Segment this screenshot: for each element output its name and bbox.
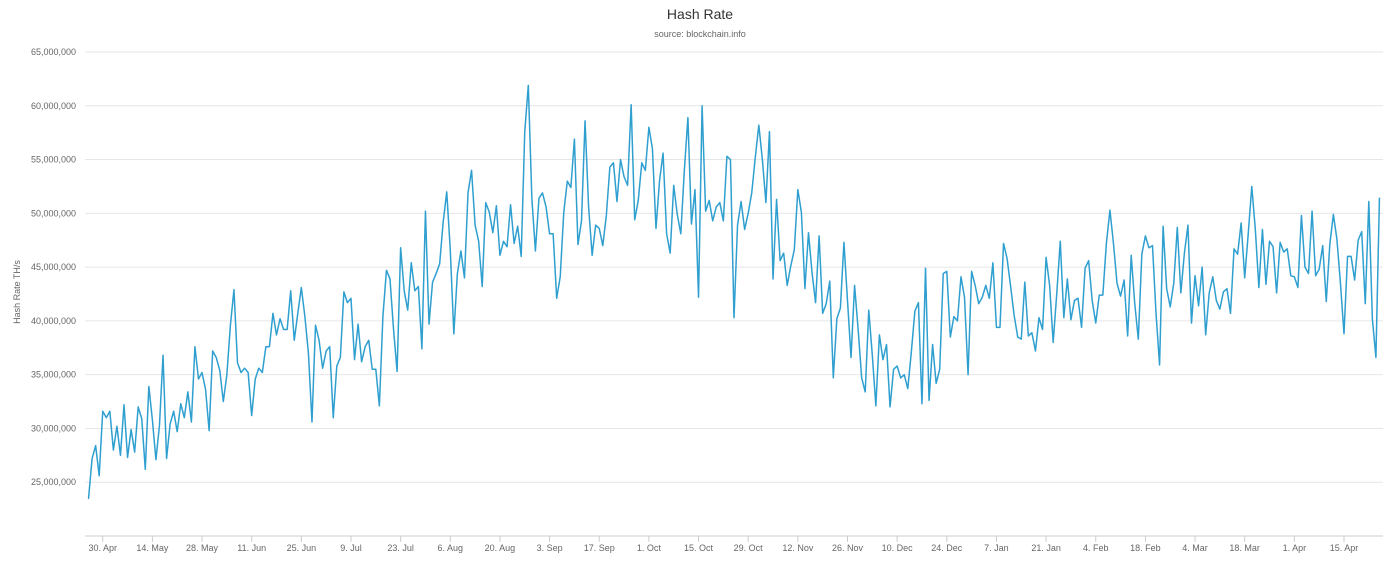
x-tick-label: 3. Sep	[537, 543, 563, 553]
y-tick-labels: 25,000,000 30,000,000 35,000,000 40,000,000…	[31, 47, 76, 487]
y-tick-label: 65,000,000	[31, 47, 76, 57]
hash-rate-series-line	[87, 84, 1381, 500]
x-tick-label: 18. Feb	[1130, 543, 1161, 553]
y-axis-label: Hash Rate TH/s	[12, 260, 22, 324]
x-tick-label: 10. Dec	[882, 543, 914, 553]
x-tick-label: 20. Aug	[485, 543, 516, 553]
x-tick-label: 1. Oct	[637, 543, 662, 553]
chart-subtitle: source: blockchain.info	[654, 29, 746, 39]
x-tick-labels: 30. Apr 14. May 28. May 11. Jun 25. Jun 9. Ju…	[88, 536, 1358, 553]
x-tick-label: 29. Oct	[734, 543, 764, 553]
x-tick-label: 4. Mar	[1182, 543, 1208, 553]
y-tick-label: 30,000,000	[31, 423, 76, 433]
y-tick-label: 55,000,000	[31, 155, 76, 165]
x-tick-label: 30. Apr	[88, 543, 117, 553]
x-tick-label: 14. May	[136, 543, 169, 553]
y-tick-label: 45,000,000	[31, 262, 76, 272]
y-tick-label: 35,000,000	[31, 370, 76, 380]
x-tick-label: 6. Aug	[438, 543, 464, 553]
x-tick-label: 21. Jan	[1031, 543, 1061, 553]
x-tick-label: 7. Jan	[984, 543, 1009, 553]
x-tick-label: 11. Jun	[237, 543, 266, 553]
y-tick-label: 60,000,000	[31, 101, 76, 111]
x-tick-label: 15. Apr	[1330, 543, 1359, 553]
x-tick-label: 24. Dec	[931, 543, 963, 553]
y-tick-label: 25,000,000	[31, 477, 76, 487]
x-tick-label: 17. Sep	[584, 543, 615, 553]
x-tick-label: 26. Nov	[832, 543, 864, 553]
x-tick-label: 25. Jun	[287, 543, 317, 553]
x-tick-label: 15. Oct	[684, 543, 714, 553]
chart-title: Hash Rate	[667, 6, 733, 22]
x-tick-label: 28. May	[186, 543, 219, 553]
x-tick-label: 9. Jul	[340, 543, 362, 553]
y-tick-label: 40,000,000	[31, 316, 76, 326]
x-tick-label: 23. Jul	[387, 543, 414, 553]
x-tick-label: 1. Apr	[1283, 543, 1307, 553]
grid-lines	[85, 51, 1383, 483]
x-tick-label: 12. Nov	[782, 543, 814, 553]
x-tick-label: 18. Mar	[1229, 543, 1260, 553]
y-tick-label: 50,000,000	[31, 208, 76, 218]
x-tick-label: 4. Feb	[1083, 543, 1109, 553]
